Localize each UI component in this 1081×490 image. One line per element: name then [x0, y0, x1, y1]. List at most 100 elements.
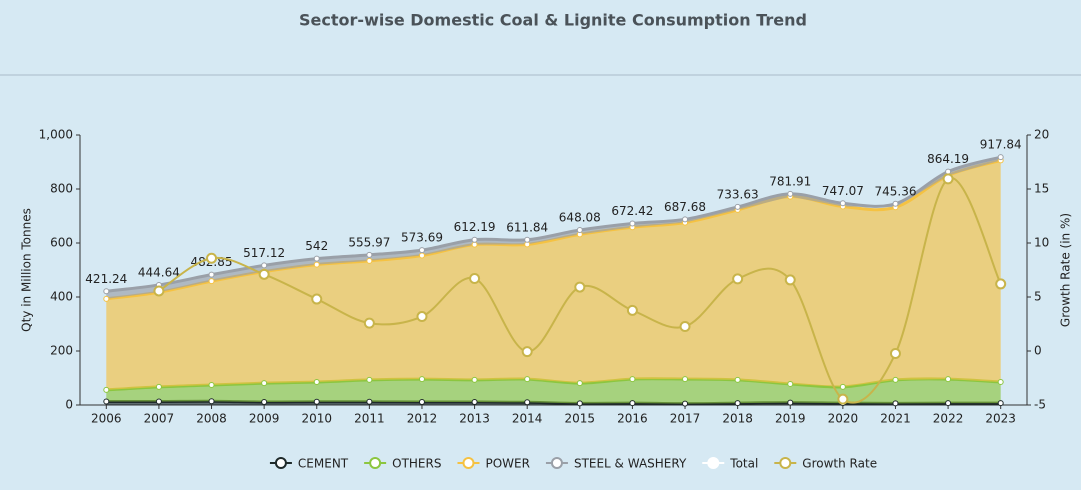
x-tick-label: 2023	[985, 412, 1016, 426]
point	[787, 380, 794, 387]
y-tick-label: 1,000	[39, 128, 73, 142]
data-label: 611.84	[506, 220, 548, 234]
data-label: 444.64	[138, 265, 180, 279]
point	[946, 170, 950, 174]
point	[418, 399, 425, 406]
y2-tick-label: 5	[1034, 290, 1042, 304]
point	[736, 205, 740, 209]
x-tick-label: 2021	[880, 412, 911, 426]
point	[471, 399, 478, 406]
points: 421.24444.64482.85517.12542555.97573.696…	[85, 138, 1022, 407]
data-label: 745.36	[874, 184, 916, 198]
legend-item[interactable]: POWER	[457, 457, 530, 471]
point	[262, 263, 266, 267]
x-tick-label: 2007	[144, 412, 175, 426]
point	[315, 257, 319, 261]
x-tick-label: 2010	[301, 412, 332, 426]
point	[889, 347, 901, 359]
data-label: 542	[305, 239, 328, 253]
point	[313, 398, 320, 405]
y-tick-label: 200	[50, 344, 73, 358]
data-label: 648.08	[559, 211, 601, 225]
point	[258, 268, 270, 280]
y2-tick-label: 10	[1034, 236, 1049, 250]
data-label: 555.97	[348, 235, 390, 249]
x-tick-label: 2020	[828, 412, 859, 426]
x-tick-label: 2015	[565, 412, 596, 426]
point	[366, 257, 373, 264]
point	[945, 400, 952, 407]
legend-marker	[779, 457, 792, 469]
point	[626, 304, 638, 316]
point	[576, 380, 583, 387]
point	[418, 376, 425, 383]
y2-tick-label: -5	[1034, 398, 1046, 412]
x-tick-label: 2006	[91, 412, 122, 426]
data-label: 612.19	[454, 220, 496, 234]
point	[363, 317, 375, 329]
point	[734, 376, 741, 383]
legend-label: Total	[729, 457, 758, 471]
point	[942, 173, 954, 185]
x-tick-label: 2019	[775, 412, 806, 426]
y-tick-label: 600	[50, 236, 73, 250]
data-label: 864.19	[927, 152, 969, 166]
point	[471, 376, 478, 383]
data-label: 573.69	[401, 231, 443, 245]
legend: CEMENT OTHERS POWER STEEL & WASHERY Total Gro…	[269, 457, 877, 471]
point	[574, 281, 586, 293]
x-tick-label: 2009	[249, 412, 280, 426]
legend-item[interactable]: STEEL & WASHERY	[545, 457, 687, 471]
legend-marker	[550, 457, 563, 469]
point	[469, 273, 481, 285]
legend-item[interactable]: CEMENT	[269, 457, 349, 471]
legend-item[interactable]: Growth Rate	[774, 457, 877, 471]
y-axis-label: Qty in Million Tonnes	[20, 208, 34, 332]
y-tick-label: 400	[50, 290, 73, 304]
point	[155, 383, 162, 390]
chart-title: Sector-wise Domestic Coal & Lignite Cons…	[299, 11, 807, 30]
legend-label: POWER	[485, 457, 529, 471]
y-tick-label: 800	[50, 182, 73, 196]
point	[892, 376, 899, 383]
y-tick-label: 0	[65, 398, 73, 412]
legend-item[interactable]: OTHERS	[364, 457, 441, 471]
data-label: 687.68	[664, 200, 706, 214]
point	[837, 393, 849, 405]
point	[893, 202, 897, 206]
legend-label: Growth Rate	[802, 457, 877, 471]
legend-marker	[369, 457, 382, 469]
area	[106, 378, 1001, 404]
area	[106, 160, 1001, 390]
point	[103, 386, 110, 393]
legend-marker	[707, 457, 720, 469]
legend-label: CEMENT	[298, 457, 349, 471]
area-edge	[106, 155, 1002, 293]
x-tick-label: 2013	[459, 412, 490, 426]
point	[208, 398, 215, 405]
legend-item[interactable]: Total	[702, 457, 758, 471]
point	[521, 346, 533, 358]
area	[106, 157, 1001, 299]
point	[995, 278, 1007, 290]
point	[945, 376, 952, 383]
point	[524, 399, 531, 406]
data-label: 733.63	[717, 187, 759, 201]
point	[367, 253, 371, 257]
point	[208, 382, 215, 389]
point	[313, 261, 320, 268]
point	[679, 320, 691, 332]
point	[578, 228, 582, 232]
areas	[106, 155, 1002, 406]
point	[629, 400, 636, 407]
legend-label: STEEL & WASHERY	[574, 457, 687, 471]
point	[787, 399, 794, 406]
x-tick-label: 2017	[670, 412, 701, 426]
point	[366, 398, 373, 405]
point	[418, 252, 425, 259]
x-tick-label: 2014	[512, 412, 543, 426]
point	[311, 293, 323, 305]
point	[629, 376, 636, 383]
x-tick-label: 2011	[354, 412, 385, 426]
